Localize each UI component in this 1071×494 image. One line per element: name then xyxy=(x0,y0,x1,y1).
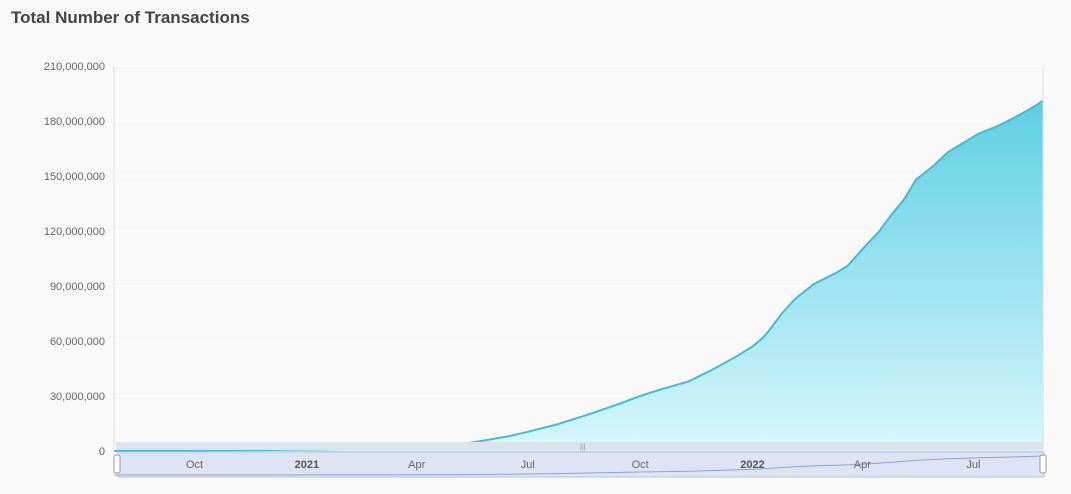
navigator-handle-left[interactable] xyxy=(113,454,121,474)
y-tick-label: 210,000,000 xyxy=(44,61,105,73)
x-tick-label: Jul xyxy=(966,459,980,471)
series-area xyxy=(114,100,1043,452)
x-tick-label: Apr xyxy=(408,459,425,471)
y-tick-label: 120,000,000 xyxy=(44,226,105,238)
navigator-handle-right[interactable] xyxy=(1039,454,1047,474)
x-tick-label: Apr xyxy=(854,459,871,471)
navigator-series-line xyxy=(114,455,1044,476)
chart-title: Total Number of Transactions xyxy=(11,8,250,27)
x-tick-label: Oct xyxy=(186,459,203,471)
y-tick-label: 150,000,000 xyxy=(44,171,105,183)
x-tick-label: Jul xyxy=(521,459,535,471)
x-tick-label: Oct xyxy=(632,459,649,471)
navigator-scrollbar[interactable] xyxy=(116,442,1043,450)
y-tick-label: 0 xyxy=(99,446,105,458)
y-tick-label: 180,000,000 xyxy=(44,116,105,128)
x-tick-label: 2022 xyxy=(740,459,764,471)
y-tick-label: 30,000,000 xyxy=(50,391,105,403)
x-tick-label: 2021 xyxy=(295,459,319,471)
navigator[interactable]: ||| xyxy=(113,442,1047,478)
y-tick-label: 60,000,000 xyxy=(50,336,105,348)
y-tick-label: 90,000,000 xyxy=(50,281,105,293)
navigator-scrollbar-grip[interactable]: ||| xyxy=(580,444,586,451)
